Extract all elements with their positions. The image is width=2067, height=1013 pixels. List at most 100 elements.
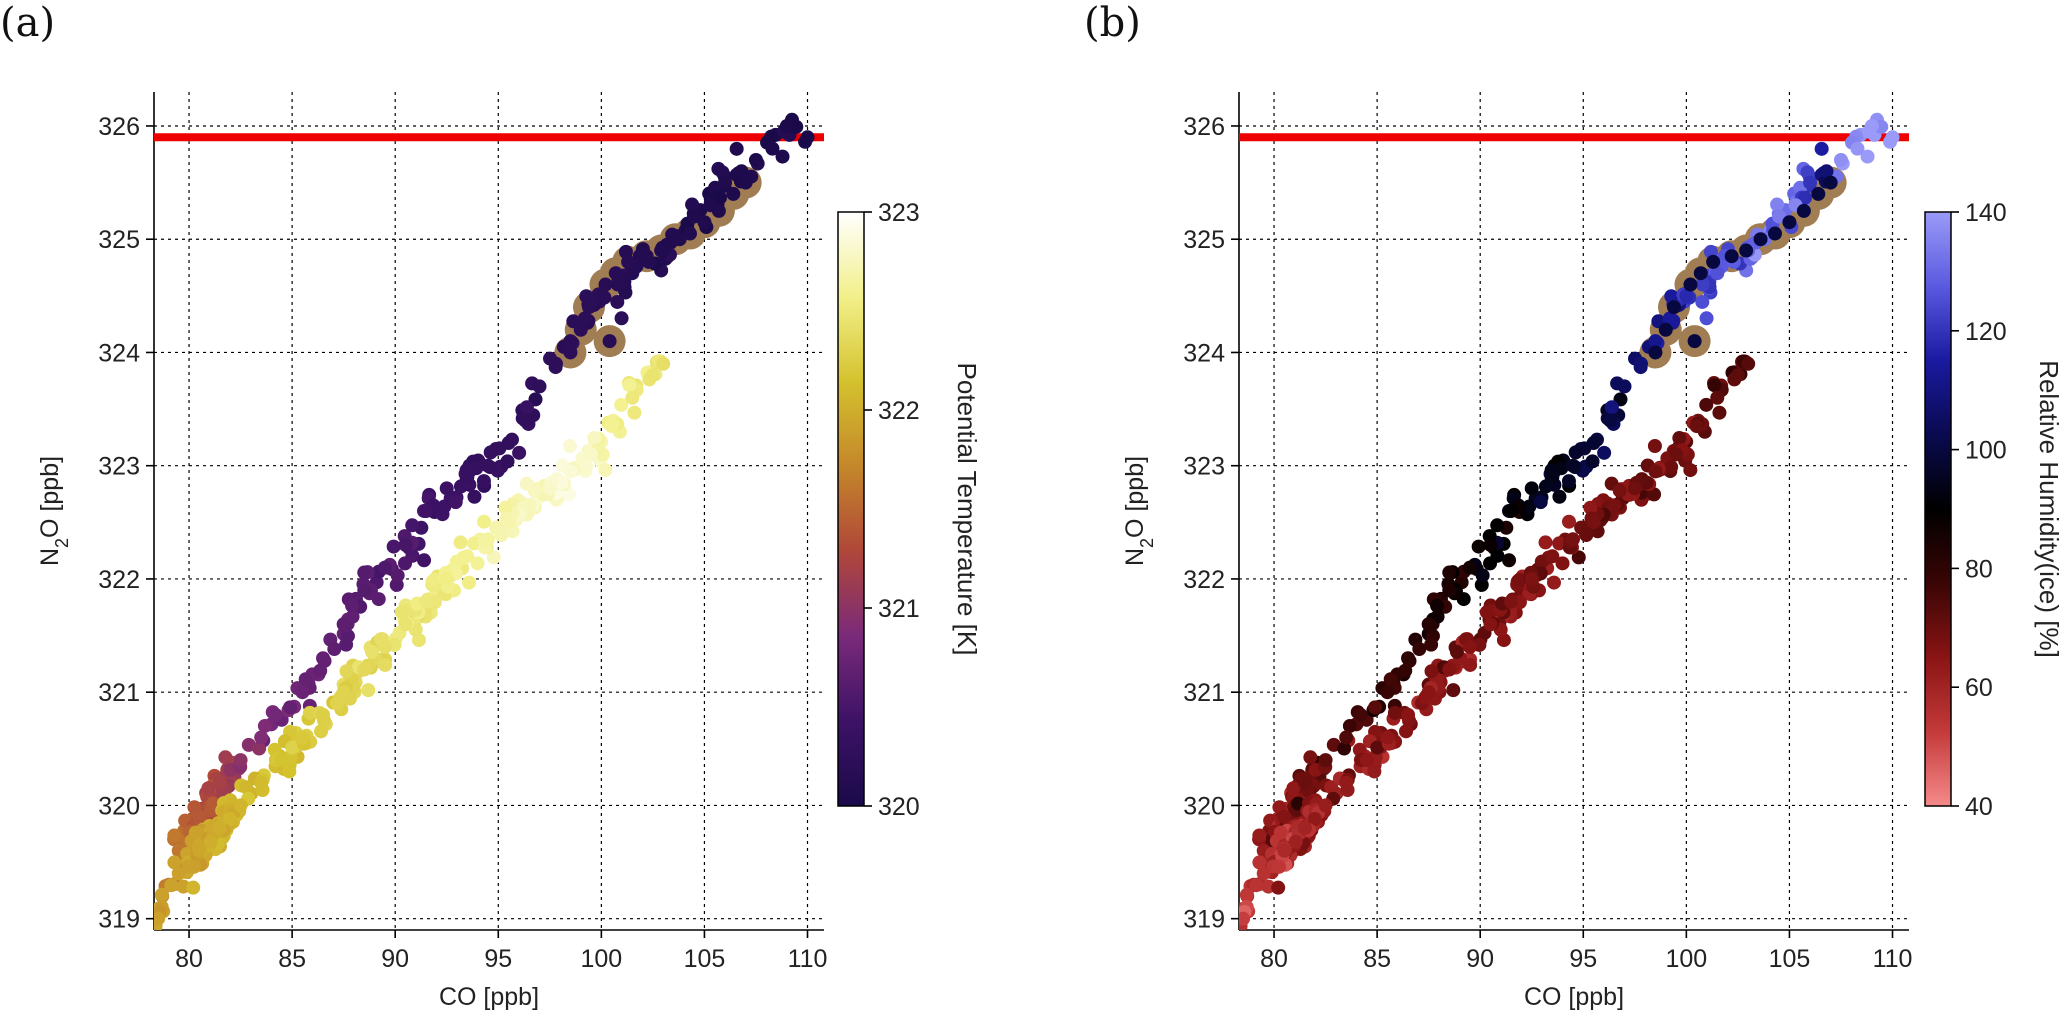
- scatter-point: [501, 515, 516, 530]
- scatter-point: [1471, 539, 1486, 554]
- scatter-point: [1612, 483, 1627, 498]
- x-tick-label: 110: [788, 945, 828, 973]
- scatter-point: [467, 536, 482, 551]
- panel-label-b: (b): [1084, 0, 1141, 46]
- scatter-point: [1552, 536, 1567, 551]
- scatter-point: [1483, 537, 1498, 552]
- scatter-point: [1462, 560, 1477, 575]
- colorbar-tick-label: 323: [878, 199, 920, 227]
- scatter-point: [775, 149, 790, 164]
- axes-a: [146, 92, 824, 938]
- scatter-point: [1368, 700, 1383, 715]
- scatter-points-a: [154, 112, 815, 930]
- scatter-point: [1342, 718, 1357, 733]
- scatter-point: [316, 707, 331, 722]
- y-tick-label: 324: [98, 339, 140, 367]
- highlighted-point: [1693, 266, 1708, 281]
- colorbar-tick-label: 120: [1965, 318, 2007, 346]
- scatter-point: [419, 594, 434, 609]
- scatter-point: [164, 878, 179, 893]
- scatter-point: [1533, 495, 1548, 510]
- colorbar-tick-label: 80: [1965, 555, 1993, 583]
- scatter-point: [357, 583, 372, 598]
- scatter-point: [622, 378, 637, 393]
- scatter-point: [1252, 828, 1267, 843]
- scatter-point: [614, 397, 629, 412]
- y-tick-label: 321: [98, 679, 140, 707]
- scatter-point: [1538, 535, 1553, 550]
- scatter-point: [1603, 413, 1618, 428]
- highlighted-point: [1687, 334, 1702, 349]
- scatter-point: [577, 311, 592, 326]
- y-tick-label: 326: [1183, 113, 1225, 141]
- scatter-point: [233, 798, 248, 813]
- highlighted-point: [1782, 215, 1797, 230]
- scatter-point: [1380, 685, 1395, 700]
- scatter-point: [1442, 583, 1457, 598]
- colorbar-label-a: Potential Temperature [K]: [952, 363, 982, 656]
- scatter-point: [1586, 436, 1601, 451]
- scatter-point: [285, 740, 300, 755]
- x-tick-label: 90: [1466, 945, 1494, 973]
- scatter-point: [765, 141, 780, 156]
- scatter-point: [1524, 481, 1539, 496]
- y-tick-labels-a: 319 320 321 322 323 324 325 326: [98, 113, 140, 934]
- scatter-point: [1860, 149, 1875, 164]
- scatter-point: [212, 775, 227, 790]
- scatter-point: [314, 724, 329, 739]
- x-tick-label: 80: [175, 945, 203, 973]
- scatter-point: [154, 911, 166, 926]
- scatter-point: [476, 514, 491, 529]
- scatter-point: [1571, 550, 1586, 565]
- scatter-point: [192, 809, 207, 824]
- axes-b: [1231, 92, 1909, 938]
- scatter-point: [1585, 454, 1600, 469]
- scatter-point: [483, 445, 498, 460]
- scatter-point: [233, 753, 248, 768]
- scatter-point: [562, 439, 577, 454]
- scatter-point: [501, 436, 516, 451]
- scatter-point: [1561, 474, 1576, 489]
- highlighted-point: [1666, 300, 1681, 315]
- scatter-point: [1545, 470, 1560, 485]
- scatter-point: [1730, 368, 1745, 383]
- scatter-point: [313, 663, 328, 678]
- scatter-point: [1286, 781, 1301, 796]
- scatter-point: [598, 463, 613, 478]
- scatter-point: [1256, 866, 1271, 881]
- scatter-point: [339, 637, 354, 652]
- scatter-point: [470, 556, 485, 571]
- x-tick-label: 90: [381, 945, 409, 973]
- scatter-point: [1412, 642, 1427, 657]
- scatter-point: [1648, 334, 1663, 349]
- highlighted-point: [711, 203, 726, 218]
- scatter-point: [579, 459, 594, 474]
- colorbar-gradient-b: [1924, 211, 1952, 807]
- y-tick-label: 325: [98, 226, 140, 254]
- colorbar-tick-label: 40: [1965, 793, 1993, 821]
- scatter-point: [625, 266, 640, 281]
- scatter-point: [1647, 439, 1662, 454]
- scatter-point: [1463, 657, 1478, 672]
- scatter-point: [377, 639, 392, 654]
- scatter-point: [1648, 464, 1663, 479]
- scatter-point: [467, 489, 482, 504]
- scatter-point: [427, 572, 442, 587]
- scatter-point: [486, 550, 501, 565]
- scatter-point: [1695, 277, 1710, 292]
- scatter-point: [734, 164, 749, 179]
- scatter-point: [419, 504, 434, 518]
- scatter-point: [364, 644, 379, 659]
- scatter-point: [1424, 664, 1439, 679]
- scatter-point: [1339, 775, 1354, 790]
- y-tick-label: 323: [1183, 453, 1225, 481]
- scatter-point: [212, 821, 227, 836]
- scatter-point: [1885, 130, 1900, 145]
- x-tick-label: 100: [580, 945, 622, 973]
- highlighted-point: [563, 345, 578, 360]
- scatter-point: [1712, 405, 1727, 420]
- scatter-point: [390, 568, 405, 583]
- scatter-point: [1475, 568, 1490, 583]
- scatter-point: [1421, 685, 1436, 700]
